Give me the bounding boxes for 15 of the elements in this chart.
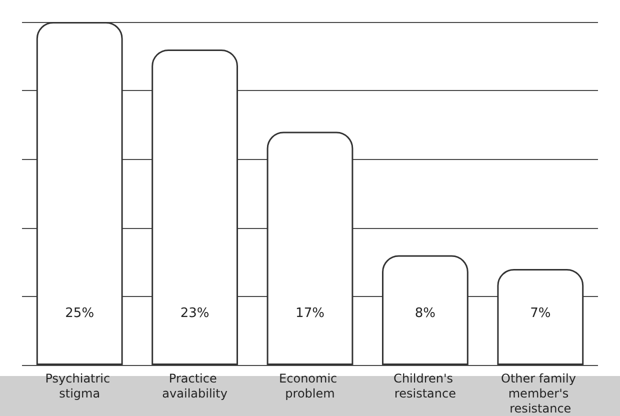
x-tick-label: Economic problem [279, 372, 341, 400]
x-tick-label: Practice availability [162, 372, 228, 400]
x-tick-label: Children's resistance [394, 372, 457, 400]
bar [382, 255, 468, 365]
x-tick-label: Psychiatric stigma [45, 372, 114, 400]
data-label: 7% [530, 306, 551, 321]
bar [36, 22, 123, 365]
bar [266, 132, 354, 365]
bar [152, 49, 238, 365]
bar [497, 268, 584, 365]
data-label: 8% [414, 306, 436, 321]
x-tick-label: Other family member's resistance [501, 372, 580, 416]
data-label: 23% [180, 306, 210, 321]
data-label: 25% [65, 306, 94, 321]
data-label: 17% [296, 306, 324, 321]
